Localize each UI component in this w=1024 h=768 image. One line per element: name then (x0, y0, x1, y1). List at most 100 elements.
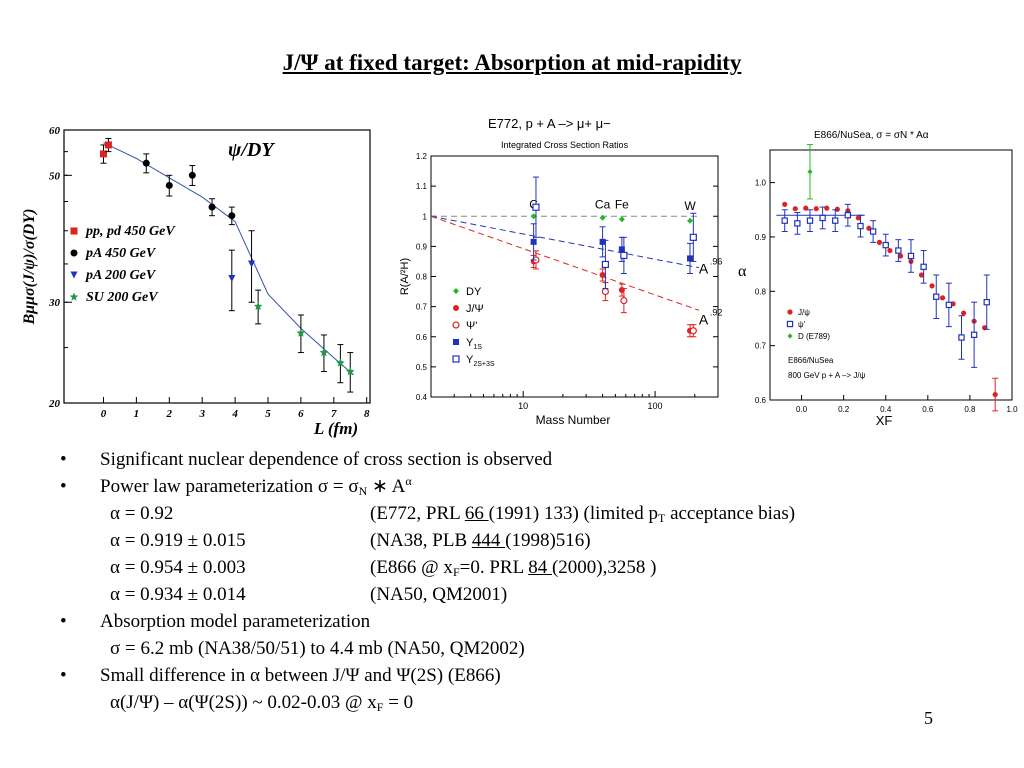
data-point (346, 367, 355, 376)
y-tick-label: 30 (48, 297, 61, 309)
x-tick-label: 0 (101, 408, 107, 420)
legend-marker (453, 288, 459, 294)
data-point (686, 255, 693, 262)
y-axis-label: R(A/²H) (399, 258, 411, 295)
legend-marker (453, 305, 459, 311)
legend-marker (452, 355, 460, 363)
data-point (933, 293, 940, 300)
legend-marker (787, 309, 793, 315)
data-point (882, 241, 889, 249)
legend-subscript: 2S+3S (473, 361, 495, 368)
data-point (165, 181, 173, 189)
legend-label: pA 200 GeV (85, 268, 157, 283)
alpha-value: α = 0.934 ± 0.014 (110, 584, 246, 605)
y-tick-label: 0.8 (755, 287, 767, 296)
legend-label: J/ψ (798, 308, 810, 317)
chart-e866-panel: E866/NuSea, σ = σN * Aα 0.6 0.7 0.8 0.9 1.0 0.… (738, 122, 1022, 428)
chart-subtitle: Integrated Cross Section Ratios (501, 140, 629, 150)
y-tick-label: 0.4 (416, 393, 428, 402)
alpha-value: α = 0.92 (110, 503, 174, 524)
data-point (970, 331, 978, 338)
element-label: Ca (595, 198, 611, 212)
data-point (599, 214, 606, 221)
legend-marker (787, 333, 793, 339)
data-point (792, 206, 798, 212)
x-tick-label: 7 (331, 408, 337, 420)
data-point (686, 217, 693, 224)
chart-e866: E866/NuSea, σ = σN * Aα 0.6 0.7 0.8 0.9 1.0 0.… (738, 130, 1018, 428)
data-point (887, 247, 893, 254)
bullet-1-text: Significant nuclear dependence of cross … (100, 449, 553, 470)
element-label: W (684, 199, 696, 213)
curve-label: A (699, 312, 709, 328)
y-axis-label: Bμμσ(J/ψ)/σ(DY) (21, 209, 38, 326)
chart-e772-panel: E772, p + A –> μ+ μ− Integrated Cross Sec… (398, 104, 724, 430)
y-tick-label: 0.5 (416, 363, 428, 372)
data-point (228, 212, 236, 220)
data-point (188, 171, 196, 179)
x-axis-label: Mass Number (536, 413, 611, 427)
plot-frame (63, 129, 371, 404)
legend-label: SU 200 GeV (86, 290, 159, 305)
x-tick-label: 10 (518, 401, 528, 411)
data-point (807, 169, 813, 175)
chart-annotation: E866/NuSea (788, 356, 834, 365)
data-point (530, 213, 537, 220)
y-tick-label: 0.6 (755, 396, 767, 405)
data-point (781, 217, 788, 224)
data-point (945, 301, 953, 309)
x-tick-label: 1.0 (1006, 405, 1018, 414)
data-point (253, 301, 263, 311)
data-point (142, 159, 150, 167)
data-point (869, 228, 877, 235)
chart-title: E772, p + A –> μ+ μ− (488, 116, 611, 131)
x-axis-label: XF (876, 413, 893, 428)
x-tick-label: 3 (198, 408, 205, 420)
legend-subscript: 1S (473, 344, 482, 351)
legend-label: Υ1S (466, 337, 482, 351)
page-number: 5 (924, 708, 933, 728)
y-tick-label: 0.9 (755, 233, 767, 242)
x-tick-label: 0.2 (838, 405, 850, 414)
y-tick-label: 0.7 (755, 342, 767, 351)
x-tick-label: 100 (648, 401, 663, 411)
data-point (618, 216, 625, 223)
data-point (834, 206, 840, 212)
data-point (813, 206, 819, 212)
legend-label: pA 450 GeV (85, 246, 157, 261)
bullet-marker: • (60, 665, 67, 686)
data-point (958, 334, 965, 341)
alpha-reference: (E866 @ xF=0. PRL 84 (2000),3258 ) (370, 557, 657, 579)
data-point (689, 327, 697, 335)
chart-psi-dy-panel: 0 1 2 3 4 5 6 7 8 20 30 50 60 ψ/DY pp, pd 450 GeV pA 45… (18, 118, 380, 440)
data-point (532, 203, 540, 211)
data-point (601, 287, 609, 296)
data-point (104, 141, 112, 149)
data-point (920, 263, 927, 271)
x-tick-label: 2 (166, 408, 173, 420)
legend-label: D (E789) (798, 332, 830, 341)
alpha-difference-text: α(J/Ψ) – α(Ψ(2S)) ~ 0.02-0.03 @ xF = 0 (110, 692, 414, 714)
data-point (689, 233, 697, 241)
legend-label: ψ' (798, 320, 806, 329)
chart-e772: E772, p + A –> μ+ μ− Integrated Cross Sec… (399, 116, 723, 427)
data-point (907, 252, 915, 260)
fit-line (430, 215, 700, 311)
y-axis-label: α (738, 263, 747, 280)
y-tick-label: 1.1 (416, 182, 428, 191)
data-point (918, 272, 925, 278)
data-point (296, 328, 306, 337)
legend-label: Ψ' (466, 320, 477, 332)
data-point (601, 260, 609, 269)
y-tick-label: 1.0 (755, 179, 767, 188)
curve-label-exponent: .92 (710, 308, 723, 318)
legend-marker (70, 227, 78, 235)
data-point (794, 220, 801, 227)
data-point (992, 391, 998, 398)
bullet-3-text: Absorption model parameterization (100, 611, 371, 632)
alpha-reference: (NA50, QM2001) (370, 584, 508, 605)
curve-label: A (699, 260, 709, 276)
data-point (961, 310, 967, 316)
x-tick-label: 6 (298, 408, 304, 420)
legend-label: Υ2S+3S (466, 354, 495, 368)
